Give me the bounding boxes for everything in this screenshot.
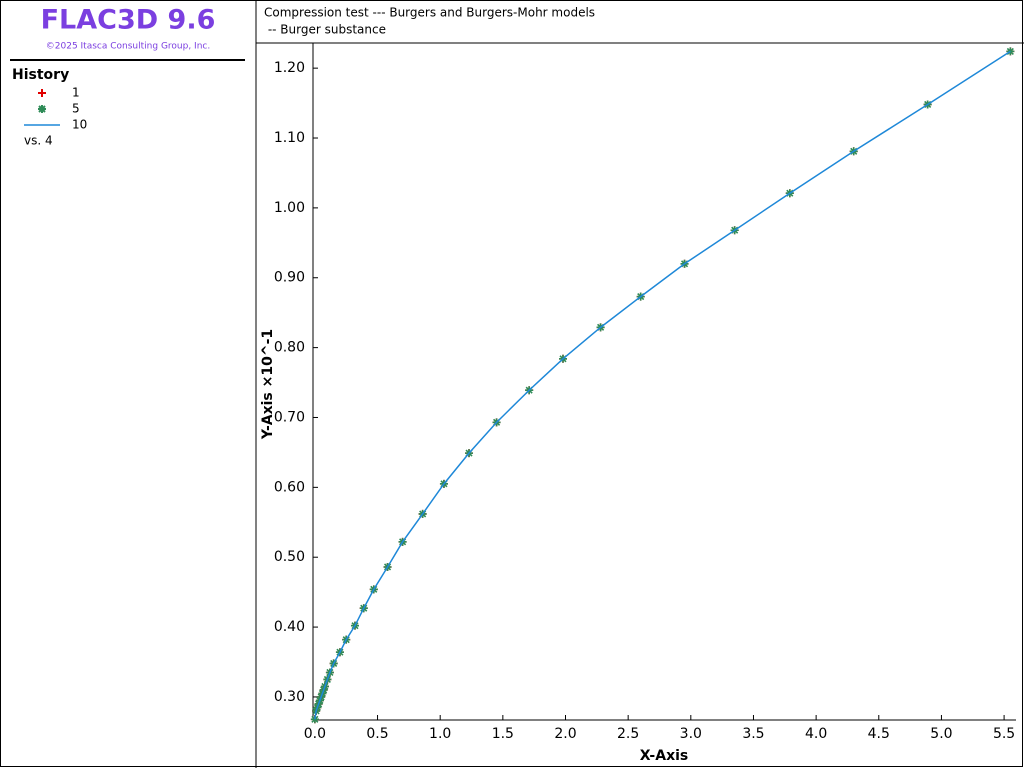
x-tick-label: 1.5 <box>492 726 514 742</box>
y-axis-label: Y-Axis ×10^-1 <box>260 329 276 440</box>
legend-vs: vs. 4 <box>24 134 53 148</box>
x-tick-label: 0.5 <box>366 726 388 742</box>
y-tick-label: 0.80 <box>274 340 305 356</box>
x-tick-label: 4.5 <box>868 726 890 742</box>
y-tick-label: 1.00 <box>274 200 305 216</box>
x-tick-label: 5.0 <box>930 726 952 742</box>
y-tick-label: 0.70 <box>274 409 305 425</box>
x-tick-label: 2.0 <box>554 726 576 742</box>
legend-swatch <box>38 105 46 113</box>
chart-subtitle: -- Burger substance <box>264 23 386 37</box>
legend-title: History <box>12 67 69 83</box>
x-tick-label: 3.5 <box>742 726 764 742</box>
x-tick-label: 3.0 <box>680 726 702 742</box>
chart-title: Compression test --- Burgers and Burgers… <box>264 6 595 20</box>
y-tick-label: 1.10 <box>274 130 305 146</box>
legend-label: 1 <box>72 86 80 100</box>
legend-label: 10 <box>72 118 87 132</box>
x-axis-label: X-Axis <box>640 748 688 764</box>
y-tick-label: 0.40 <box>274 619 305 635</box>
x-tick-label: 2.5 <box>617 726 639 742</box>
x-tick-label: 0.0 <box>304 726 326 742</box>
y-tick-label: 0.50 <box>274 549 305 565</box>
y-tick-label: 0.90 <box>274 270 305 286</box>
y-tick-label: 0.60 <box>274 479 305 495</box>
app-title: FLAC3D 9.6 <box>41 5 216 36</box>
x-tick-label: 4.0 <box>805 726 827 742</box>
series-line <box>314 50 1011 720</box>
x-tick-label: 1.0 <box>429 726 451 742</box>
copyright: ©2025 Itasca Consulting Group, Inc. <box>46 42 210 52</box>
y-tick-label: 1.20 <box>274 60 305 76</box>
y-tick-label: 0.30 <box>274 689 305 705</box>
legend-label: 5 <box>72 102 80 116</box>
x-tick-label: 5.5 <box>993 726 1015 742</box>
legend-swatch <box>38 89 46 97</box>
